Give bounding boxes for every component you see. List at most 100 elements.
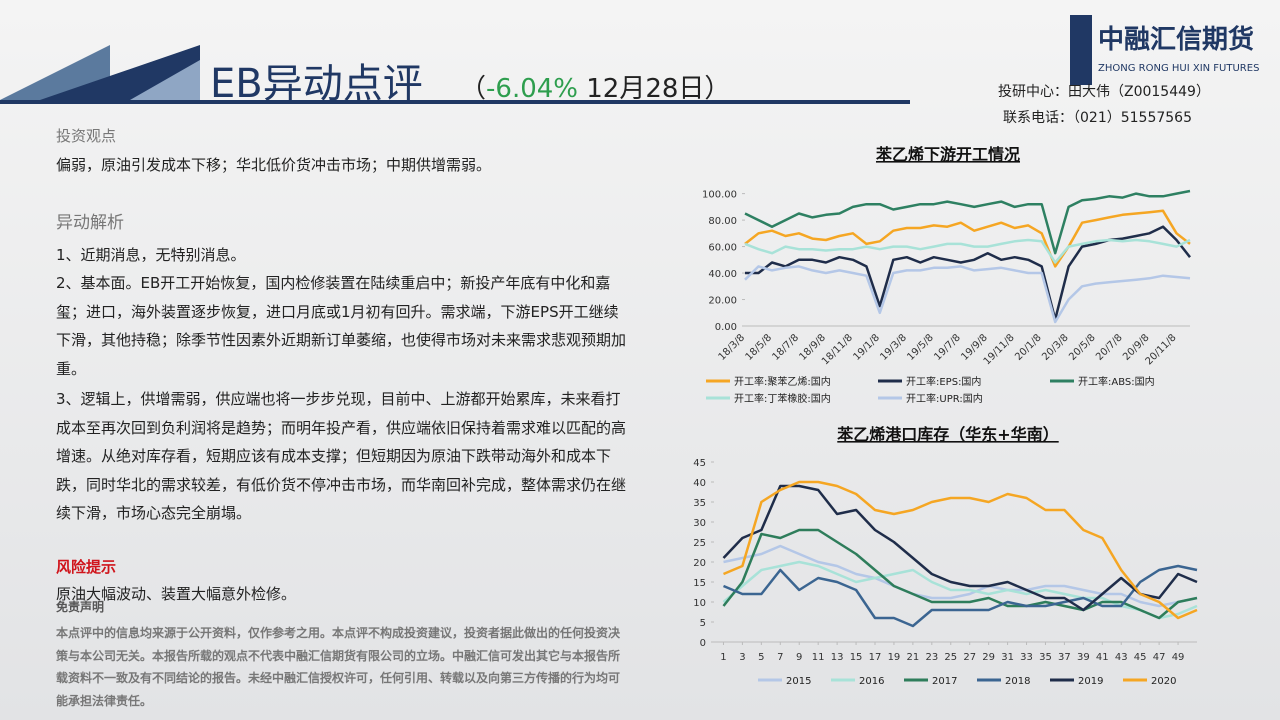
deco-triangle (130, 60, 200, 100)
y-tick-label: 45 (693, 458, 706, 469)
y-tick-label: 20 (693, 558, 706, 569)
y-tick-label: 100.00 (702, 190, 737, 201)
legend-label: 2019 (1078, 676, 1103, 687)
legend-label: 2020 (1151, 676, 1176, 687)
series-line (722, 484, 1198, 612)
x-tick-label: 25 (944, 652, 957, 663)
series-line (744, 209, 1191, 268)
view-text: 偏弱，原油引发成本下移；华北低价货冲击市场；中期供增需弱。 (56, 156, 492, 174)
risk-text: 原油大幅波动、装置大幅意外检修。 (56, 585, 297, 603)
y-tick-label: 40.00 (708, 269, 737, 280)
series-line (744, 189, 1191, 255)
y-tick-label: 25 (693, 538, 706, 549)
y-tick-label: 10 (693, 598, 706, 609)
x-tick-label: 13 (831, 652, 844, 663)
legend-label: 2017 (932, 676, 957, 687)
logo-mark (1070, 15, 1092, 85)
x-tick-label: 37 (1058, 652, 1071, 663)
x-tick-label: 23 (925, 652, 938, 663)
legend-label: 开工率:丁苯橡胶:国内 (734, 392, 831, 405)
x-tick-label: 18/3/8 (717, 332, 748, 363)
view-heading: 投资观点 (56, 127, 117, 145)
title: EB异动点评 (210, 61, 423, 107)
series-line (744, 265, 1191, 324)
x-tick-label: 47 (1153, 652, 1166, 663)
legend-label: 2018 (1005, 676, 1030, 687)
risk-heading: 风险提示 (56, 558, 117, 576)
x-tick-label: 15 (850, 652, 863, 663)
title-paren: （-6.04% 12月28日） (460, 74, 730, 104)
series-line (745, 225, 1191, 321)
phone: 联系电话：（021）51557565 (1003, 110, 1192, 126)
series-line (722, 528, 1198, 620)
legend-label: 开工率:EPS:国内 (906, 375, 981, 388)
x-tick-label: 33 (1020, 652, 1033, 663)
logo-cn: 中融汇信期货 (1098, 24, 1254, 55)
x-tick-label: 18/5/8 (744, 332, 775, 363)
chart-title: 苯乙烯港口库存（华东+华南） (836, 425, 1058, 444)
x-tick-label: 1 (720, 652, 726, 663)
analysis-item: 1、近期消息，无特别消息。 (56, 246, 246, 264)
x-tick-label: 35 (1039, 652, 1052, 663)
y-tick-label: 80.00 (708, 216, 737, 227)
x-tick-label: 20/3/8 (1040, 332, 1071, 363)
change: -6.04% (486, 74, 578, 104)
chart-title: 苯乙烯下游开工情况 (875, 145, 1020, 164)
y-tick-label: 15 (693, 578, 706, 589)
date: 12月28日） (578, 74, 730, 104)
series-line (722, 560, 1198, 620)
series-line (723, 544, 1198, 608)
x-tick-label: 19/7/8 (932, 332, 963, 363)
legend-label: 2015 (786, 676, 811, 687)
x-tick-label: 43 (1115, 652, 1128, 663)
y-tick-label: 0.00 (715, 322, 737, 333)
x-tick-label: 21 (907, 652, 920, 663)
x-tick-label: 41 (1096, 652, 1109, 663)
x-tick-label: 29 (982, 652, 995, 663)
series-line (723, 564, 1198, 628)
x-tick-label: 7 (777, 652, 783, 663)
x-tick-label: 19/5/8 (905, 332, 936, 363)
x-tick-label: 49 (1172, 652, 1185, 663)
series-line (723, 480, 1198, 620)
analysis-item: 2、基本面。EB开工开始恢复，国内检修装置在陆续重启中；新投产年底有中化和嘉玺；… (56, 274, 627, 378)
analysis-item: 3、逻辑上，供增需弱，供应端也将一步步兑现，目前中、上游都开始累库，未来看打成本… (56, 390, 627, 522)
disclaimer-text: 本点评中的信息均来源于公开资料，仅作参考之用。本点评不构成投资建议，投资者据此做… (56, 626, 621, 708)
x-tick-label: 20/1/8 (1013, 332, 1044, 363)
y-tick-label: 5 (700, 618, 706, 629)
series-line (744, 238, 1191, 264)
y-tick-label: 40 (693, 478, 706, 489)
x-tick-label: 17 (869, 652, 882, 663)
x-tick-label: 3 (739, 652, 745, 663)
x-tick-label: 39 (1077, 652, 1090, 663)
x-tick-label: 20/5/8 (1067, 332, 1098, 363)
legend-label: 开工率:聚苯乙烯:国内 (734, 375, 831, 388)
header-rule (0, 100, 910, 104)
legend-label: 开工率:UPR:国内 (906, 392, 983, 405)
y-tick-label: 0 (700, 638, 706, 649)
x-tick-label: 19/1/8 (851, 332, 882, 363)
x-tick-label: 27 (963, 652, 976, 663)
x-tick-label: 19 (888, 652, 901, 663)
paren: （ (460, 74, 486, 104)
y-tick-label: 60.00 (708, 243, 737, 254)
y-tick-label: 20.00 (708, 296, 737, 307)
x-tick-label: 9 (796, 652, 802, 663)
x-tick-label: 5 (758, 652, 764, 663)
x-tick-label: 31 (1001, 652, 1014, 663)
x-tick-label: 19/3/8 (878, 332, 909, 363)
x-tick-label: 45 (1134, 652, 1147, 663)
analyst: 投研中心：田大伟（Z0015449） (998, 84, 1210, 100)
analysis-heading: 异动解析 (56, 213, 124, 233)
y-tick-label: 30 (693, 518, 706, 529)
x-tick-label: 20/7/8 (1094, 332, 1125, 363)
logo-en: ZHONG RONG HUI XIN FUTURES (1098, 63, 1259, 74)
legend-label: 2016 (859, 676, 884, 687)
disclaimer-heading: 免责声明 (56, 600, 105, 614)
x-tick-label: 11 (812, 652, 825, 663)
x-tick-label: 18/7/8 (771, 332, 802, 363)
y-tick-label: 35 (693, 498, 706, 509)
